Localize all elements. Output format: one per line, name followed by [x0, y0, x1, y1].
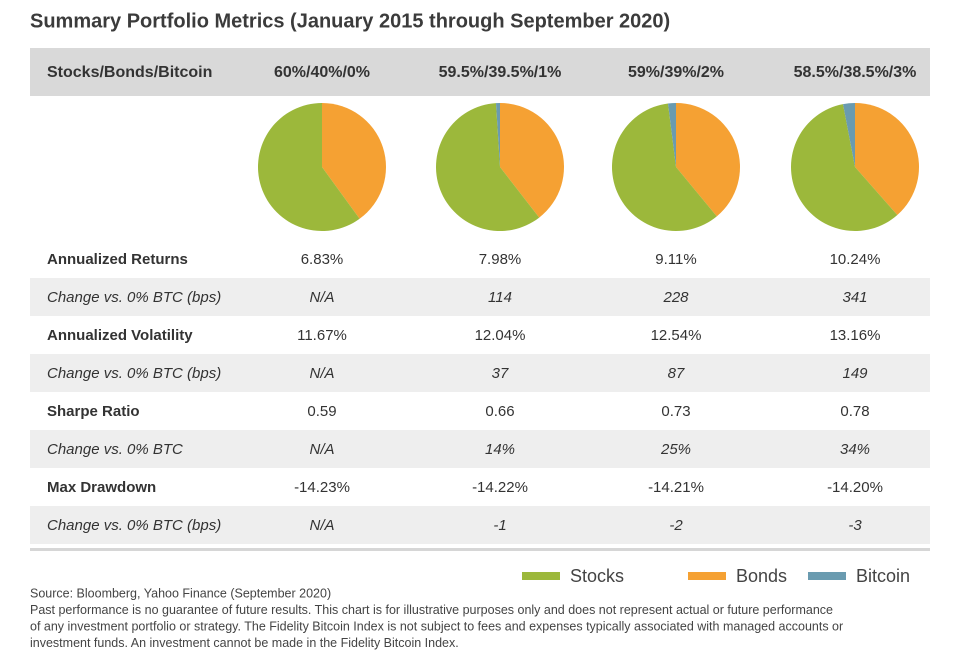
row-label: Change vs. 0% BTC (bps) — [47, 365, 221, 382]
pie-slice — [495, 103, 500, 167]
pie-title: 59%/39%/2% — [628, 64, 724, 81]
pie-slice — [667, 103, 676, 167]
header-label: Stocks/Bonds/Bitcoin — [47, 64, 212, 81]
pie-slice — [676, 103, 740, 217]
row-label: Change vs. 0% BTC (bps) — [47, 289, 221, 306]
cell: 13.16% — [830, 327, 881, 344]
legend-label: Bitcoin — [856, 566, 910, 586]
cell: -14.21% — [648, 479, 704, 496]
row-label: Sharpe Ratio — [47, 403, 140, 420]
legend-label: Bonds — [736, 566, 787, 586]
row-shade — [30, 278, 930, 316]
cell: 114 — [488, 289, 512, 306]
cell: 9.11% — [655, 251, 696, 268]
legend-swatch — [522, 572, 560, 580]
cell: -14.22% — [472, 479, 528, 496]
cell: -3 — [848, 517, 862, 534]
cell: 34% — [840, 441, 870, 458]
cell: N/A — [309, 289, 334, 306]
cell: 7.98% — [479, 251, 522, 268]
pie-title: 58.5%/38.5%/3% — [794, 64, 917, 81]
cell: 10.24% — [830, 251, 881, 268]
footnote: Past performance is no guarantee of futu… — [30, 603, 833, 617]
pie-slice — [436, 103, 540, 231]
cell: 0.73 — [661, 403, 690, 420]
pie-title: 59.5%/39.5%/1% — [439, 64, 562, 81]
cell: 14% — [485, 441, 515, 458]
page-title: Summary Portfolio Metrics (January 2015 … — [30, 10, 670, 32]
cell: 12.54% — [651, 327, 702, 344]
cell: -14.20% — [827, 479, 883, 496]
row-shade — [30, 430, 930, 468]
row-label: Annualized Volatility — [47, 327, 193, 344]
cell: 149 — [842, 365, 868, 382]
cell: 6.83% — [301, 251, 344, 268]
footnote: of any investment portfolio or strategy.… — [30, 619, 843, 633]
row-label: Change vs. 0% BTC — [47, 441, 183, 458]
cell: 12.04% — [475, 327, 526, 344]
row-shade — [30, 354, 930, 392]
cell: -1 — [493, 517, 506, 534]
table-rule — [30, 548, 930, 551]
cell: 37 — [492, 365, 509, 382]
cell: 0.66 — [485, 403, 514, 420]
row-label: Annualized Returns — [47, 251, 188, 268]
legend-swatch — [808, 572, 846, 580]
pie-slice — [611, 103, 717, 232]
row-label: Change vs. 0% BTC (bps) — [47, 517, 221, 534]
cell: -14.23% — [294, 479, 350, 496]
legend-swatch — [688, 572, 726, 580]
cell: N/A — [309, 441, 334, 458]
pie-slice — [258, 103, 360, 231]
row-shade — [30, 506, 930, 544]
cell: 0.59 — [307, 403, 336, 420]
legend-label: Stocks — [570, 566, 624, 586]
pie-title: 60%/40%/0% — [274, 64, 370, 81]
cell: N/A — [309, 365, 334, 382]
footnote: Source: Bloomberg, Yahoo Finance (Septem… — [30, 586, 331, 600]
pie-slice — [322, 103, 386, 219]
cell: N/A — [309, 517, 334, 534]
cell: -2 — [669, 517, 683, 534]
pie-slice — [855, 103, 919, 216]
header-band — [30, 48, 930, 96]
row-label: Max Drawdown — [47, 479, 156, 496]
footnote: investment funds. An investment cannot b… — [30, 636, 459, 650]
pie-slice — [500, 103, 564, 218]
pie-slice — [843, 103, 855, 167]
cell: 341 — [842, 289, 867, 306]
cell: 87 — [668, 365, 685, 382]
cell: 228 — [662, 289, 689, 306]
cell: 25% — [660, 441, 691, 458]
cell: 0.78 — [840, 403, 869, 420]
pie-slice — [791, 104, 898, 231]
cell: 11.67% — [297, 327, 347, 344]
